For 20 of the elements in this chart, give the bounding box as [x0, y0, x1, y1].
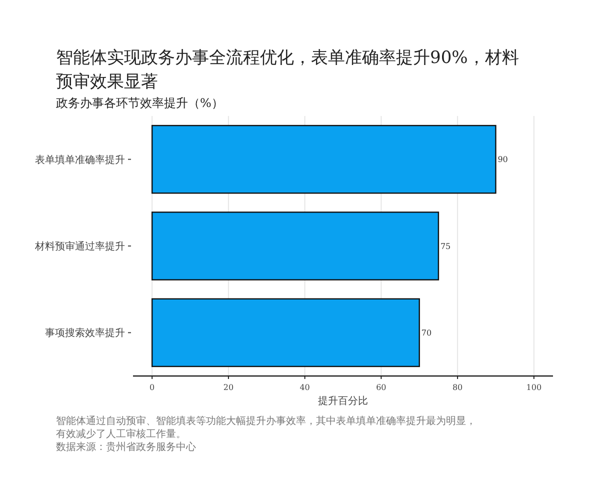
chart-subtitle: 政务办事各环节效率提升（%） [56, 96, 224, 110]
x-tick-label: 80 [452, 383, 463, 392]
data-label: 90 [498, 155, 508, 164]
bar [151, 298, 420, 368]
data-label: 70 [421, 328, 432, 338]
source-note: 数据来源：贵州省政务服务中心 [56, 441, 196, 453]
data-label: 75 [440, 242, 451, 251]
x-axis-title: 提升百分比 [318, 395, 368, 407]
x-tick-label: 0 [150, 383, 155, 392]
bar [151, 124, 496, 194]
x-tick-label: 40 [300, 383, 310, 392]
y-tick-label: 事项搜索效率提升 [45, 327, 125, 340]
text: 智能体通过自动预审、智能填表等功能大幅提升办事效率，其中表单填单准确率提升最为明显，有效减少了人工审核工作量。 [56, 415, 476, 440]
chart-title: 智能体实现政务办事全流程优化，表单准确率提升90%，材料预审效果显著 [56, 48, 519, 92]
x-tick-label: 20 [223, 383, 234, 392]
y-tick-label: 材料预审通过率提升 [34, 240, 125, 252]
x-tick-label: 100 [526, 383, 542, 392]
bar [151, 212, 440, 280]
x-tick-label: 60 [376, 383, 386, 392]
y-tick-label: 表单填单准确率提升 [35, 154, 125, 166]
